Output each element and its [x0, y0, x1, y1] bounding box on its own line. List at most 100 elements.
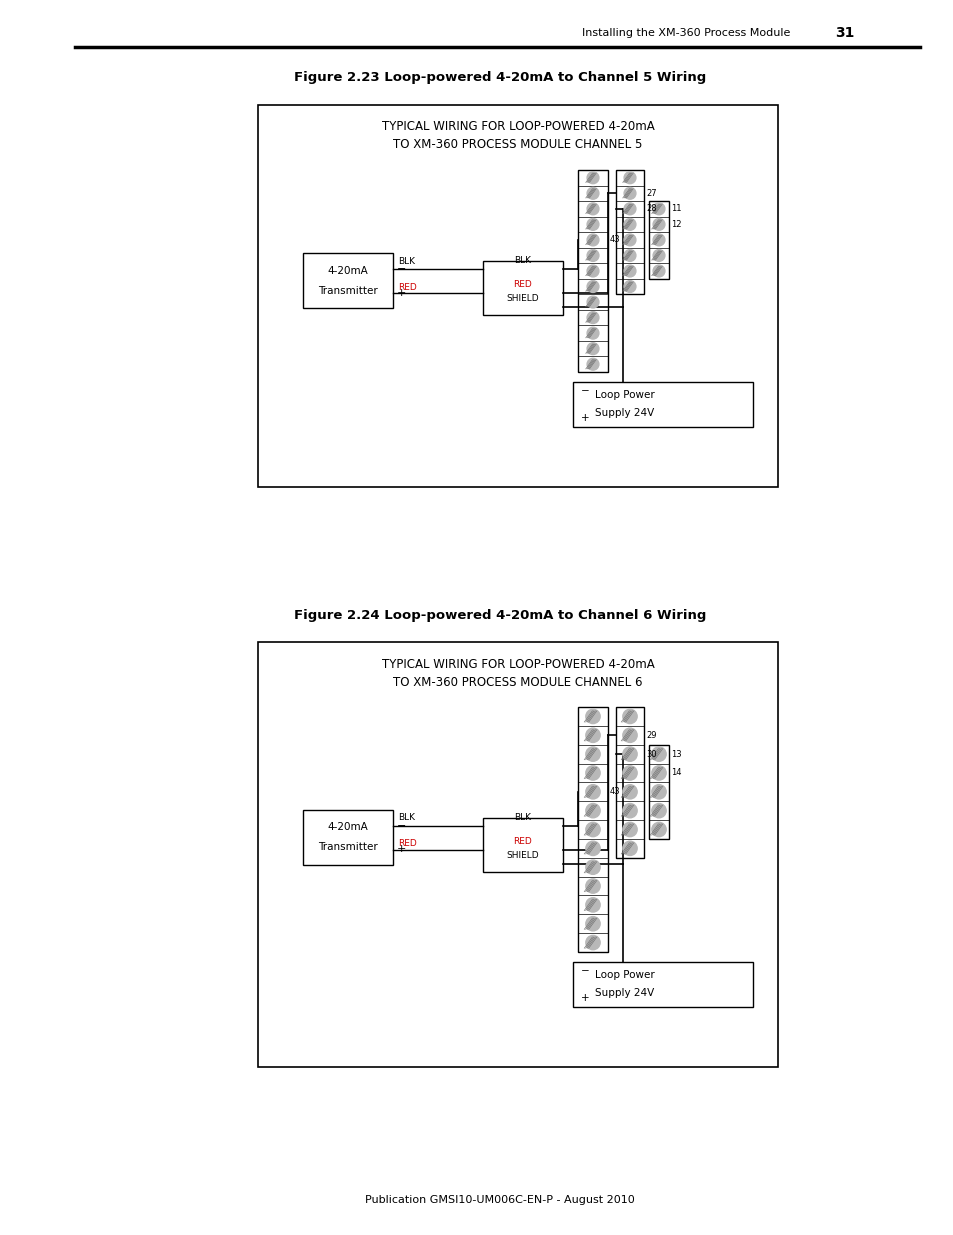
Text: 27: 27 — [645, 189, 656, 198]
Text: −: − — [580, 966, 589, 976]
Bar — [648, 201, 668, 279]
Text: RED: RED — [397, 283, 416, 291]
Circle shape — [651, 747, 665, 761]
Text: +: + — [580, 412, 589, 424]
Circle shape — [622, 766, 637, 781]
Circle shape — [585, 898, 599, 911]
Circle shape — [585, 747, 599, 761]
Circle shape — [653, 266, 664, 277]
Text: RED: RED — [513, 836, 532, 846]
Text: 12: 12 — [670, 220, 680, 228]
Text: −: − — [396, 264, 406, 274]
Circle shape — [586, 296, 598, 308]
Circle shape — [623, 219, 636, 230]
Text: TYPICAL WIRING FOR LOOP-POWERED 4-20mA: TYPICAL WIRING FOR LOOP-POWERED 4-20mA — [381, 121, 654, 133]
Text: 14: 14 — [670, 768, 680, 778]
Text: Transmitter: Transmitter — [317, 842, 377, 852]
Bar — [482, 818, 562, 872]
Circle shape — [623, 188, 636, 199]
Text: −: − — [580, 387, 589, 396]
Circle shape — [653, 203, 664, 215]
Bar — [257, 642, 778, 1067]
Text: BLK: BLK — [514, 256, 531, 264]
Text: TO XM-360 PROCESS MODULE CHANNEL 5: TO XM-360 PROCESS MODULE CHANNEL 5 — [393, 138, 642, 152]
Circle shape — [585, 879, 599, 893]
Text: 13: 13 — [670, 750, 680, 758]
Circle shape — [653, 233, 664, 246]
Bar — [578, 706, 607, 952]
Circle shape — [586, 249, 598, 262]
Text: 29: 29 — [645, 731, 656, 740]
Circle shape — [586, 188, 598, 199]
Circle shape — [585, 766, 599, 781]
Circle shape — [622, 747, 637, 761]
Text: BLK: BLK — [397, 814, 415, 823]
Circle shape — [585, 841, 599, 856]
Circle shape — [623, 266, 636, 277]
Bar — [578, 170, 607, 372]
Text: +: + — [396, 845, 406, 855]
Text: +: + — [580, 993, 589, 1003]
Circle shape — [651, 766, 665, 781]
Circle shape — [622, 841, 637, 856]
Text: RED: RED — [513, 279, 532, 289]
Circle shape — [585, 804, 599, 818]
Text: Figure 2.24 Loop-powered 4-20mA to Channel 6 Wiring: Figure 2.24 Loop-powered 4-20mA to Chann… — [294, 609, 705, 621]
Circle shape — [622, 709, 637, 724]
Circle shape — [622, 804, 637, 818]
Circle shape — [623, 203, 636, 215]
Circle shape — [586, 343, 598, 354]
Bar — [616, 170, 643, 294]
Bar — [616, 706, 643, 858]
Text: 4-20mA: 4-20mA — [327, 823, 368, 832]
Text: +: + — [396, 288, 406, 298]
Circle shape — [653, 219, 664, 230]
Circle shape — [585, 709, 599, 724]
Circle shape — [653, 249, 664, 262]
Circle shape — [586, 280, 598, 293]
Text: SHIELD: SHIELD — [506, 294, 538, 303]
Circle shape — [622, 729, 637, 742]
Circle shape — [586, 219, 598, 230]
Bar — [573, 382, 752, 427]
Circle shape — [651, 823, 665, 836]
Circle shape — [622, 784, 637, 799]
Circle shape — [586, 172, 598, 184]
Circle shape — [651, 784, 665, 799]
Circle shape — [585, 784, 599, 799]
Bar — [257, 105, 778, 487]
Text: Transmitter: Transmitter — [317, 285, 377, 295]
Circle shape — [651, 804, 665, 818]
Text: BLK: BLK — [397, 257, 415, 266]
Circle shape — [586, 203, 598, 215]
Text: BLK: BLK — [514, 813, 531, 821]
Circle shape — [586, 327, 598, 340]
Text: TYPICAL WIRING FOR LOOP-POWERED 4-20mA: TYPICAL WIRING FOR LOOP-POWERED 4-20mA — [381, 657, 654, 671]
Circle shape — [586, 266, 598, 277]
Text: Supply 24V: Supply 24V — [595, 409, 654, 419]
Text: Figure 2.23 Loop-powered 4-20mA to Channel 5 Wiring: Figure 2.23 Loop-powered 4-20mA to Chann… — [294, 70, 705, 84]
Text: Installing the XM-360 Process Module: Installing the XM-360 Process Module — [581, 28, 789, 38]
Text: 30: 30 — [645, 750, 656, 758]
Bar — [482, 261, 562, 315]
Circle shape — [622, 823, 637, 836]
Text: 43: 43 — [609, 236, 620, 245]
Text: 43: 43 — [609, 787, 620, 797]
Text: 28: 28 — [645, 204, 656, 214]
Circle shape — [585, 935, 599, 950]
Text: 11: 11 — [670, 204, 680, 214]
Text: Publication GMSI10-UM006C-EN-P - August 2010: Publication GMSI10-UM006C-EN-P - August … — [365, 1195, 634, 1205]
Bar — [648, 745, 668, 839]
Circle shape — [585, 823, 599, 836]
Circle shape — [623, 233, 636, 246]
Text: 4-20mA: 4-20mA — [327, 266, 368, 275]
Circle shape — [623, 172, 636, 184]
Bar — [303, 253, 393, 309]
Text: 31: 31 — [834, 26, 854, 40]
Circle shape — [586, 233, 598, 246]
Circle shape — [586, 311, 598, 324]
Text: Loop Power: Loop Power — [595, 971, 654, 981]
Circle shape — [586, 358, 598, 370]
Text: SHIELD: SHIELD — [506, 851, 538, 860]
Bar — [303, 810, 393, 864]
